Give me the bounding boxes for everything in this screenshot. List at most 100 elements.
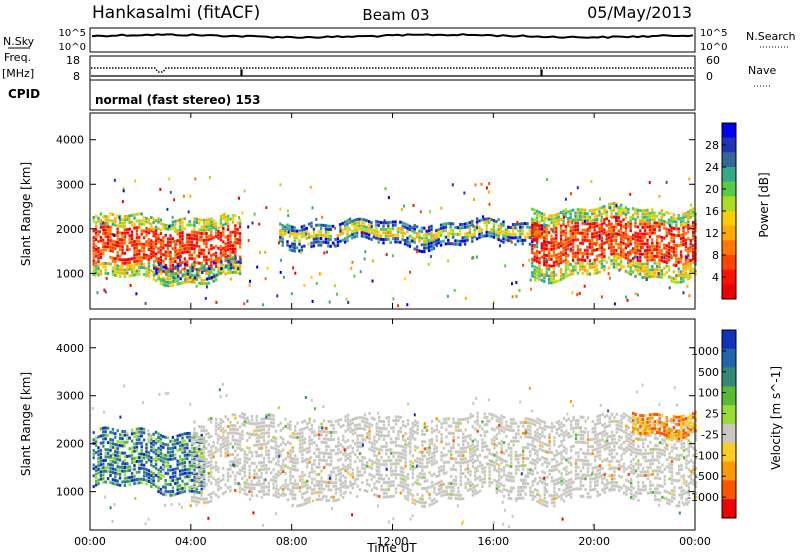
range-cell — [409, 492, 412, 496]
range-cell — [193, 250, 196, 254]
range-cell — [457, 443, 460, 447]
range-cell — [665, 257, 668, 261]
range-cell — [399, 466, 402, 470]
range-cell — [406, 487, 410, 491]
range-cell — [540, 242, 544, 246]
range-cell — [332, 470, 335, 474]
range-cell — [246, 446, 249, 450]
range-cell — [402, 420, 405, 424]
range-cell — [264, 277, 267, 281]
range-cell — [523, 238, 527, 242]
range-cell — [629, 225, 632, 229]
range-cell — [651, 231, 654, 235]
range-cell — [547, 274, 551, 278]
range-cell — [380, 455, 383, 459]
range-cell — [190, 237, 194, 240]
range-cell — [116, 440, 119, 443]
range-cell — [557, 279, 560, 283]
range-cell — [466, 463, 470, 467]
range-cell — [416, 420, 419, 424]
range-cell — [383, 219, 386, 223]
range-cell — [238, 238, 242, 242]
range-cell — [406, 491, 410, 494]
range-cell — [166, 254, 170, 258]
range-cell — [651, 258, 654, 262]
range-cell — [330, 477, 333, 481]
range-cell — [571, 268, 575, 272]
range-cell — [538, 236, 541, 240]
range-cell — [423, 240, 426, 244]
range-cell — [464, 296, 467, 300]
range-cell — [535, 253, 539, 257]
range-cell — [140, 427, 143, 431]
range-cell — [533, 255, 536, 259]
range-cell — [658, 245, 661, 249]
range-cell — [404, 439, 407, 443]
range-cell — [164, 461, 167, 465]
range-cell — [111, 213, 115, 216]
range-cell — [169, 237, 172, 241]
range-cell — [550, 244, 553, 248]
range-cell — [557, 245, 560, 249]
range-cell — [646, 265, 649, 269]
range-cell — [138, 219, 141, 223]
range-cell — [289, 481, 292, 485]
range-cell — [205, 457, 208, 461]
range-cell — [461, 236, 464, 240]
range-cell — [538, 274, 541, 278]
range-cell — [454, 468, 458, 472]
range-cell — [583, 258, 587, 262]
range-cell — [300, 225, 304, 229]
range-cell — [421, 494, 424, 498]
range-cell — [92, 236, 95, 240]
range-cell — [612, 252, 616, 256]
range-cell — [219, 428, 222, 432]
range-cell — [356, 445, 359, 449]
range-cell — [114, 243, 117, 247]
range-cell — [445, 489, 448, 493]
range-cell — [600, 232, 604, 236]
range-cell — [190, 434, 194, 438]
range-cell — [531, 261, 534, 265]
range-cell — [593, 222, 596, 225]
range-cell — [325, 448, 328, 452]
range-cell — [535, 249, 539, 253]
range-cell — [675, 280, 678, 284]
range-cell — [154, 484, 158, 488]
range-cell — [533, 252, 536, 256]
range-cell — [276, 294, 279, 298]
range-cell — [634, 234, 637, 238]
range-cell — [660, 239, 664, 243]
colorbar-segment — [722, 137, 736, 153]
range-cell — [152, 450, 155, 454]
range-cell — [308, 460, 311, 464]
range-cell — [183, 471, 187, 475]
range-cell — [153, 273, 156, 277]
range-cell — [576, 254, 580, 258]
range-cell — [445, 442, 448, 446]
range-cell — [406, 419, 410, 422]
range-cell — [528, 242, 532, 246]
range-cell — [272, 486, 275, 490]
range-cell — [207, 471, 210, 475]
range-cell — [92, 456, 95, 460]
range-cell — [114, 460, 117, 464]
range-cell — [392, 419, 395, 423]
range-cell — [562, 209, 565, 213]
range-cell — [485, 220, 488, 224]
range-cell — [684, 258, 688, 262]
range-cell — [462, 457, 465, 461]
range-cell — [94, 234, 98, 238]
range-cell — [116, 454, 119, 458]
range-cell — [114, 267, 117, 271]
range-cell — [370, 231, 373, 235]
range-cell — [370, 477, 374, 481]
range-cell — [92, 272, 95, 276]
range-cell — [442, 229, 445, 233]
range-cell — [114, 471, 117, 475]
range-cell — [440, 487, 443, 490]
range-cell — [459, 483, 462, 486]
range-cell — [396, 230, 400, 234]
range-cell — [344, 440, 347, 444]
range-cell — [226, 468, 230, 472]
